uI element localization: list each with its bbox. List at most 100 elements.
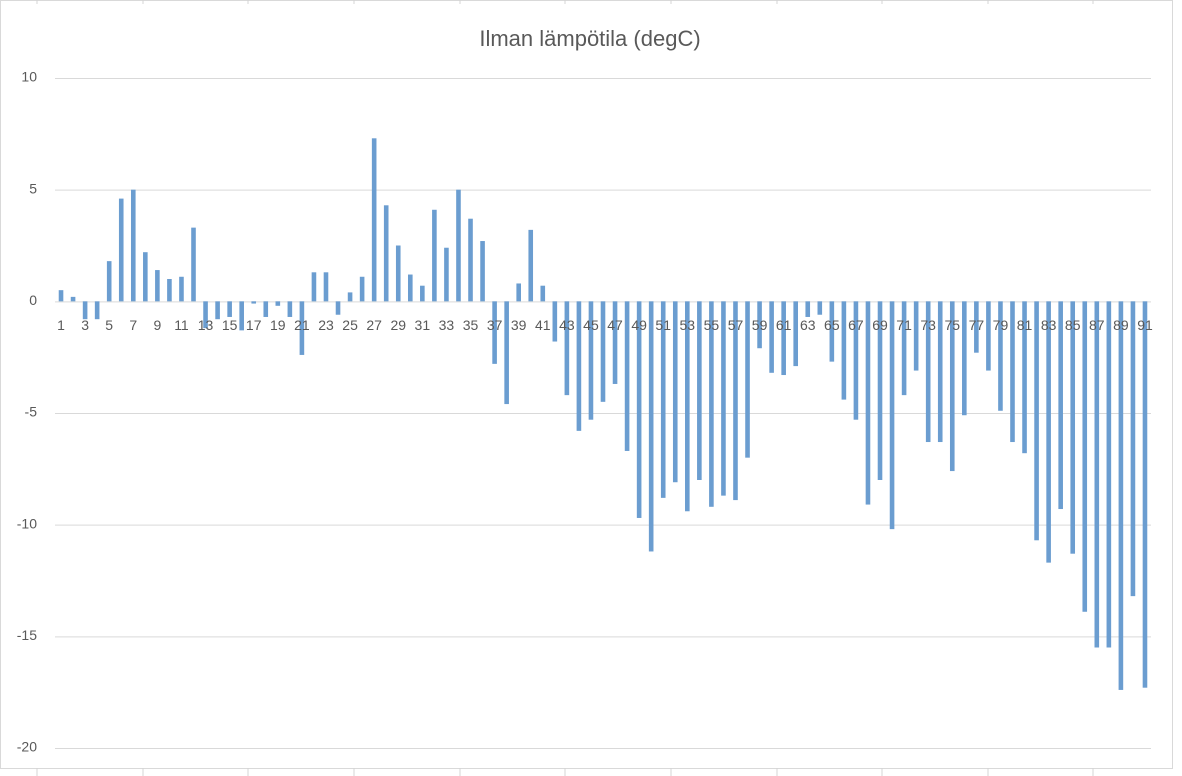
- x-tick-label: 89: [1113, 317, 1129, 333]
- bar: [82, 301, 88, 320]
- x-tick-label: 53: [680, 317, 696, 333]
- bar: [456, 189, 461, 302]
- x-tick-label: 27: [366, 317, 382, 333]
- x-tick-label: 57: [728, 317, 744, 333]
- bar: [432, 209, 437, 302]
- x-tick-label: 67: [848, 317, 864, 333]
- bar: [986, 301, 991, 371]
- x-tick-label: 7: [129, 317, 137, 333]
- x-tick-label: 9: [153, 317, 161, 333]
- y-tick-label: 5: [29, 180, 37, 196]
- bar: [371, 138, 377, 302]
- bar: [444, 247, 449, 302]
- bar: [299, 301, 305, 355]
- y-tick-label: 10: [21, 69, 37, 85]
- y-tick-label: -15: [17, 627, 37, 643]
- x-tick-label: 81: [1017, 317, 1033, 333]
- bar: [215, 301, 220, 320]
- x-tick-label: 63: [800, 317, 816, 333]
- chart-title: Ilman lämpötila (degC): [479, 26, 700, 51]
- x-tick-label: 11: [174, 317, 189, 333]
- bar: [1094, 301, 1100, 648]
- bar: [155, 270, 160, 302]
- bar: [263, 301, 269, 317]
- bar: [841, 301, 847, 400]
- x-tick-label: 21: [294, 317, 310, 333]
- bar: [1010, 301, 1015, 443]
- bar: [925, 301, 931, 443]
- bar: [745, 301, 750, 458]
- bar: [480, 241, 485, 302]
- bar: [1106, 301, 1112, 648]
- bar: [407, 274, 413, 302]
- bar: [853, 301, 859, 420]
- x-tick-label: 75: [944, 317, 960, 333]
- x-tick-label: 43: [559, 317, 575, 333]
- bar: [347, 292, 353, 302]
- y-tick-label: -20: [17, 739, 37, 755]
- bar: [781, 301, 786, 376]
- bar: [227, 301, 232, 317]
- x-tick-label: 41: [535, 317, 551, 333]
- bar: [576, 301, 582, 431]
- y-tick-label: -5: [25, 404, 38, 420]
- bar: [937, 301, 943, 443]
- bar: [311, 272, 317, 302]
- bar: [733, 301, 738, 501]
- bar: [1142, 301, 1148, 688]
- bar: [974, 301, 979, 353]
- bar: [697, 301, 702, 480]
- bar: [492, 301, 497, 364]
- bar: [672, 301, 678, 483]
- bar: [420, 285, 425, 302]
- bar: [1082, 301, 1088, 612]
- bar: [1130, 301, 1136, 597]
- bar: [335, 301, 341, 315]
- bar: [817, 301, 823, 315]
- x-tick-label: 49: [631, 317, 647, 333]
- x-tick-label: 19: [270, 317, 286, 333]
- bar: [251, 301, 257, 304]
- bar: [528, 229, 534, 302]
- x-tick-label: 3: [81, 317, 89, 333]
- x-tick-label: 29: [390, 317, 406, 333]
- x-tick-label: 71: [896, 317, 912, 333]
- bar: [1022, 301, 1027, 454]
- bar: [793, 301, 799, 367]
- bar: [769, 301, 774, 373]
- bar: [287, 301, 293, 317]
- x-tick-label: 65: [824, 317, 840, 333]
- x-tick-label: 15: [222, 317, 238, 333]
- bar: [179, 276, 184, 302]
- bar: [516, 283, 521, 302]
- x-tick-label: 47: [607, 317, 623, 333]
- x-tick-label: 23: [318, 317, 334, 333]
- bar: [1070, 301, 1076, 554]
- x-tick-label: 55: [704, 317, 720, 333]
- bar: [58, 290, 64, 302]
- x-tick-label: 39: [511, 317, 527, 333]
- bar: [913, 301, 919, 371]
- bar: [624, 301, 630, 451]
- bar: [757, 301, 762, 349]
- bar: [130, 189, 136, 302]
- x-tick-label: 31: [415, 317, 431, 333]
- bar: [468, 218, 473, 302]
- bar: [94, 301, 100, 320]
- bar: [949, 301, 955, 472]
- x-tick-label: 17: [246, 317, 262, 333]
- bar: [636, 301, 642, 518]
- x-tick-label: 91: [1137, 317, 1153, 333]
- bar: [395, 245, 401, 302]
- bar: [648, 301, 654, 552]
- bar: [901, 301, 907, 396]
- x-tick-label: 87: [1089, 317, 1105, 333]
- bar: [612, 301, 618, 384]
- x-tick-label: 85: [1065, 317, 1081, 333]
- bar: [323, 272, 329, 302]
- bar: [709, 301, 714, 507]
- bar: [1058, 301, 1063, 510]
- bar: [660, 301, 666, 498]
